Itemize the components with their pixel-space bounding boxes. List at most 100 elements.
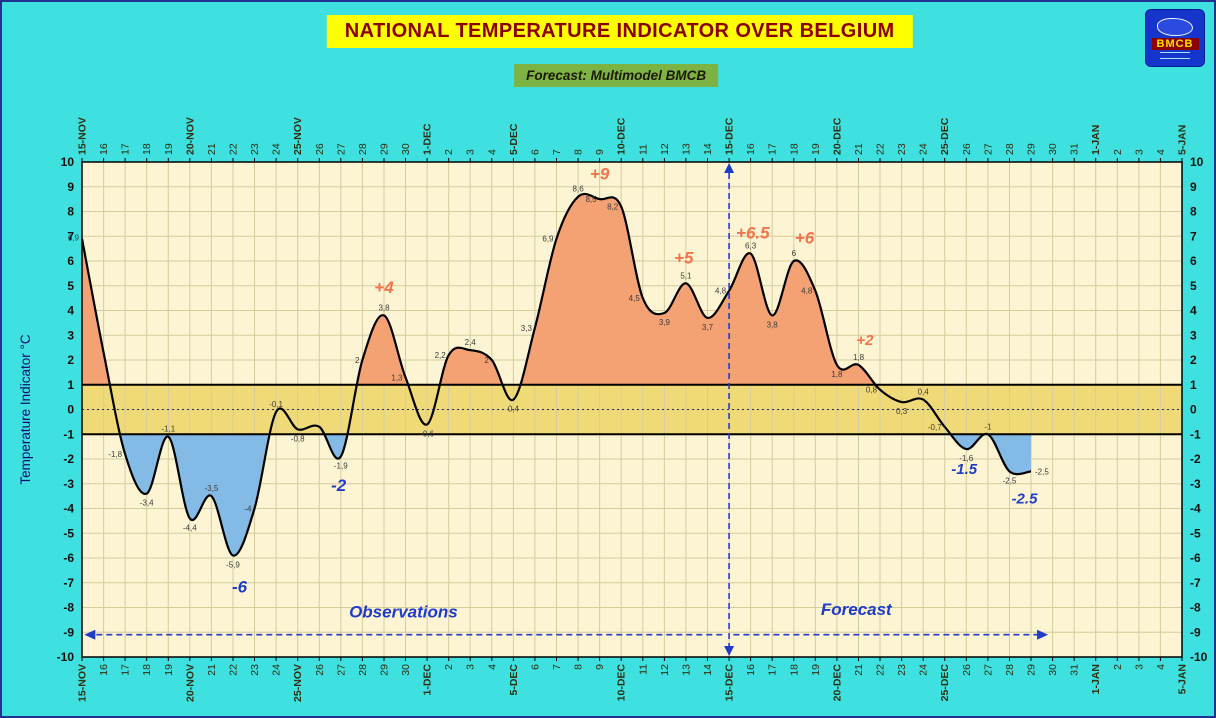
svg-text:29: 29 (379, 664, 391, 676)
belgium-map-icon (1157, 17, 1193, 36)
svg-text:26: 26 (961, 143, 973, 155)
svg-text:Forecast: Forecast (821, 600, 893, 619)
svg-text:3: 3 (1133, 664, 1145, 670)
svg-text:28: 28 (1004, 143, 1016, 155)
svg-text:7: 7 (1190, 229, 1197, 243)
svg-text:22: 22 (228, 143, 240, 155)
svg-text:28: 28 (1004, 664, 1016, 676)
svg-text:2,2: 2,2 (435, 351, 447, 360)
svg-text:3: 3 (1190, 328, 1197, 342)
svg-text:9: 9 (67, 180, 74, 194)
svg-text:16: 16 (745, 143, 757, 155)
svg-text:-3: -3 (1190, 477, 1201, 491)
svg-text:2: 2 (1190, 353, 1197, 367)
svg-text:12: 12 (659, 664, 671, 676)
svg-text:3,7: 3,7 (702, 323, 714, 332)
chart-subtitle: Forecast: Multimodel BMCB (514, 64, 719, 87)
svg-text:31: 31 (1069, 664, 1081, 676)
svg-text:-4: -4 (63, 502, 74, 516)
svg-text:21: 21 (853, 664, 865, 676)
svg-text:3: 3 (465, 664, 477, 670)
svg-text:2: 2 (355, 356, 360, 365)
svg-text:-2: -2 (331, 476, 347, 495)
svg-text:21: 21 (206, 143, 218, 155)
svg-text:-3,4: -3,4 (140, 499, 154, 508)
svg-text:6: 6 (67, 254, 74, 268)
svg-text:4: 4 (486, 664, 498, 670)
svg-text:19: 19 (810, 143, 822, 155)
svg-text:5,1: 5,1 (680, 271, 692, 280)
svg-text:30: 30 (1047, 664, 1059, 676)
svg-text:8: 8 (573, 664, 585, 670)
svg-text:1-DEC: 1-DEC (422, 664, 434, 696)
svg-text:31: 31 (1069, 143, 1081, 155)
svg-text:5-DEC: 5-DEC (508, 123, 520, 155)
svg-text:-9: -9 (63, 625, 74, 639)
svg-text:2: 2 (67, 353, 74, 367)
svg-text:-2.5: -2.5 (1012, 491, 1039, 508)
svg-text:19: 19 (810, 664, 822, 676)
svg-text:-3: -3 (63, 477, 74, 491)
svg-text:16: 16 (98, 143, 110, 155)
svg-text:24: 24 (271, 143, 283, 155)
svg-text:4: 4 (1190, 304, 1197, 318)
svg-text:5: 5 (67, 279, 74, 293)
svg-text:+2: +2 (856, 332, 874, 349)
svg-text:0,8: 0,8 (866, 386, 878, 395)
svg-text:4: 4 (67, 304, 74, 318)
svg-text:0: 0 (67, 403, 74, 417)
svg-text:29: 29 (1026, 664, 1038, 676)
svg-text:17: 17 (120, 664, 132, 676)
svg-text:1,8: 1,8 (853, 353, 865, 362)
svg-text:6,9: 6,9 (542, 235, 554, 244)
svg-text:13: 13 (680, 143, 692, 155)
svg-text:14: 14 (702, 664, 714, 676)
svg-text:26: 26 (314, 143, 326, 155)
svg-text:19: 19 (163, 664, 175, 676)
svg-text:-4: -4 (1190, 502, 1201, 516)
svg-text:6,3: 6,3 (745, 242, 757, 251)
svg-text:10: 10 (1190, 155, 1204, 169)
svg-text:2: 2 (484, 356, 489, 365)
svg-text:2: 2 (443, 664, 455, 670)
svg-text:+6.5: +6.5 (736, 224, 770, 243)
svg-text:20-NOV: 20-NOV (184, 117, 196, 155)
svg-text:Temperature Indicator °C: Temperature Indicator °C (18, 334, 33, 484)
svg-text:5: 5 (1190, 279, 1197, 293)
svg-text:11: 11 (637, 664, 649, 675)
svg-text:+6: +6 (795, 229, 815, 248)
svg-text:-1: -1 (1190, 427, 1201, 441)
svg-text:30: 30 (400, 143, 412, 155)
svg-text:23: 23 (249, 664, 261, 676)
svg-text:-6: -6 (1190, 551, 1201, 565)
svg-text:-1.5: -1.5 (951, 461, 978, 478)
svg-text:15-NOV: 15-NOV (77, 664, 89, 702)
svg-text:3: 3 (67, 328, 74, 342)
svg-text:10: 10 (61, 155, 75, 169)
svg-text:27: 27 (335, 143, 347, 155)
svg-text:30: 30 (1047, 143, 1059, 155)
svg-text:4: 4 (1155, 664, 1167, 670)
svg-text:4,5: 4,5 (629, 294, 641, 303)
svg-text:1,8: 1,8 (831, 370, 843, 379)
svg-text:25-NOV: 25-NOV (292, 117, 304, 155)
svg-text:29: 29 (1026, 143, 1038, 155)
svg-text:22: 22 (875, 664, 887, 676)
svg-text:9: 9 (594, 149, 606, 155)
svg-text:-1,1: -1,1 (161, 425, 175, 434)
svg-text:8,6: 8,6 (573, 185, 585, 194)
svg-text:-4: -4 (244, 505, 252, 514)
svg-text:-10: -10 (57, 650, 75, 664)
svg-text:20-DEC: 20-DEC (831, 664, 843, 702)
svg-text:0,4: 0,4 (918, 388, 930, 397)
svg-text:4,8: 4,8 (801, 287, 813, 296)
svg-text:21: 21 (853, 143, 865, 155)
svg-text:-1,6: -1,6 (959, 454, 973, 463)
svg-text:-5,9: -5,9 (226, 561, 240, 570)
svg-text:8: 8 (1190, 205, 1197, 219)
svg-text:3: 3 (1133, 149, 1145, 155)
svg-text:18: 18 (788, 664, 800, 676)
svg-text:27: 27 (982, 143, 994, 155)
svg-text:28: 28 (357, 664, 369, 676)
